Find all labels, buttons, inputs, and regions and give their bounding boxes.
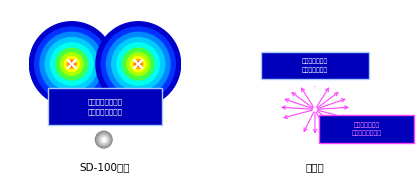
Bar bbox=[47, 88, 163, 125]
Circle shape bbox=[99, 135, 109, 145]
Circle shape bbox=[35, 27, 109, 101]
Circle shape bbox=[101, 27, 175, 101]
Circle shape bbox=[122, 48, 154, 80]
Text: それぞれの音源の
位置を正確に解析: それぞれの音源の 位置を正確に解析 bbox=[87, 98, 123, 114]
Circle shape bbox=[112, 38, 165, 91]
Circle shape bbox=[60, 53, 83, 75]
Circle shape bbox=[127, 53, 150, 75]
Circle shape bbox=[50, 43, 93, 85]
Text: 音源: 音源 bbox=[310, 10, 320, 19]
Text: 相関が低い場合
どこを向くか不定: 相関が低い場合 どこを向くか不定 bbox=[352, 122, 381, 136]
Circle shape bbox=[64, 57, 79, 72]
Circle shape bbox=[97, 133, 111, 147]
Text: SD-100方式: SD-100方式 bbox=[80, 162, 130, 172]
Circle shape bbox=[117, 43, 160, 85]
Text: 相関が高い場合
中間を指し示す: 相関が高い場合 中間を指し示す bbox=[302, 59, 328, 73]
Circle shape bbox=[40, 32, 103, 96]
Circle shape bbox=[107, 32, 170, 96]
Text: 相関法: 相関法 bbox=[306, 162, 324, 172]
Circle shape bbox=[96, 22, 181, 106]
Circle shape bbox=[101, 137, 107, 143]
Circle shape bbox=[67, 60, 76, 69]
Circle shape bbox=[95, 131, 112, 148]
Circle shape bbox=[45, 38, 98, 91]
Circle shape bbox=[56, 48, 88, 80]
Circle shape bbox=[131, 57, 146, 72]
Circle shape bbox=[29, 22, 114, 106]
Circle shape bbox=[69, 62, 74, 66]
Bar bbox=[262, 52, 368, 79]
Bar bbox=[319, 116, 414, 143]
Circle shape bbox=[102, 138, 106, 142]
Circle shape bbox=[134, 60, 143, 69]
Circle shape bbox=[136, 62, 141, 66]
